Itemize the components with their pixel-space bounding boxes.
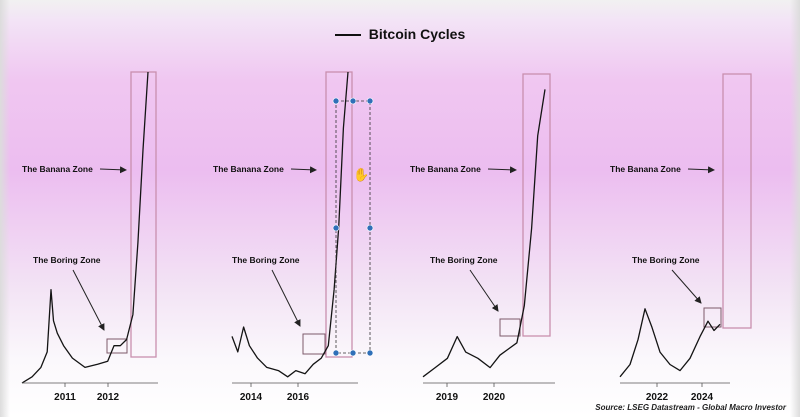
banana-zone-label: The Banana Zone xyxy=(22,164,93,174)
cycle-panel-4: 2022 2024 The Banana Zone The Boring Zone xyxy=(610,73,752,403)
price-line xyxy=(619,308,721,378)
boring-zone-label: The Boring Zone xyxy=(430,255,498,265)
boring-zone-label: The Boring Zone xyxy=(632,255,700,265)
selection-handle xyxy=(349,97,357,105)
selection-handle xyxy=(332,224,340,232)
boring-zone-arrow xyxy=(469,269,499,312)
banana-zone-arrow xyxy=(687,166,715,174)
cycle-panel-2: 2014 2016 The Banana Zone The Boring Zone xyxy=(213,71,358,403)
frame-edge-right xyxy=(790,0,800,417)
boring-zone-arrow xyxy=(271,269,301,327)
banana-zone-box xyxy=(722,73,752,329)
legend-line-swatch xyxy=(334,34,361,37)
selection-handle xyxy=(349,349,357,357)
boring-zone-label: The Boring Zone xyxy=(33,255,101,265)
x-tick-label: 2024 xyxy=(691,392,714,403)
selection-handle xyxy=(366,97,374,105)
banana-zone-arrow xyxy=(487,166,517,174)
chart-title: Bitcoin Cycles xyxy=(0,26,800,42)
price-line xyxy=(21,71,149,384)
cycle-panel-1: 2011 2012 The Banana Zone The Boring Zone xyxy=(21,71,158,403)
x-tick-label: 2019 xyxy=(436,392,459,403)
selection-handle xyxy=(332,97,340,105)
banana-zone-label: The Banana Zone xyxy=(610,164,681,174)
boring-zone-box xyxy=(302,333,326,355)
boring-zone-label: The Boring Zone xyxy=(232,255,300,265)
banana-zone-arrow xyxy=(290,166,317,174)
price-line xyxy=(231,71,349,378)
banana-zone-arrow xyxy=(99,166,127,174)
boring-zone-box xyxy=(106,338,128,354)
banana-zone-box xyxy=(522,73,551,337)
boring-zone-arrow xyxy=(671,269,702,304)
selection-handle xyxy=(366,224,374,232)
x-tick-label: 2022 xyxy=(646,392,669,403)
frame-edge-left xyxy=(0,0,10,417)
x-tick-label: 2016 xyxy=(287,392,310,403)
x-tick-label: 2020 xyxy=(483,392,506,403)
banana-zone-label: The Banana Zone xyxy=(410,164,481,174)
selection-handle xyxy=(332,349,340,357)
x-tick-label: 2012 xyxy=(97,392,120,403)
source-note: Source: LSEG Datastream - Global Macro I… xyxy=(595,403,786,412)
cycle-panel-3: 2019 2020 The Banana Zone The Boring Zone xyxy=(410,73,555,403)
chart-title-text: Bitcoin Cycles xyxy=(368,26,466,42)
selection-overlay xyxy=(332,97,374,357)
x-tick-label: 2014 xyxy=(240,392,263,403)
price-line xyxy=(422,89,546,378)
x-tick-label: 2011 xyxy=(54,392,76,403)
hand-cursor-icon: ✋ xyxy=(353,167,370,182)
boring-zone-arrow xyxy=(72,269,105,331)
banana-zone-box xyxy=(130,71,157,358)
selection-handle xyxy=(366,349,374,357)
selection-frame xyxy=(335,100,371,354)
banana-zone-box xyxy=(325,71,353,358)
banana-zone-label: The Banana Zone xyxy=(213,164,284,174)
boring-zone-box xyxy=(499,318,521,337)
